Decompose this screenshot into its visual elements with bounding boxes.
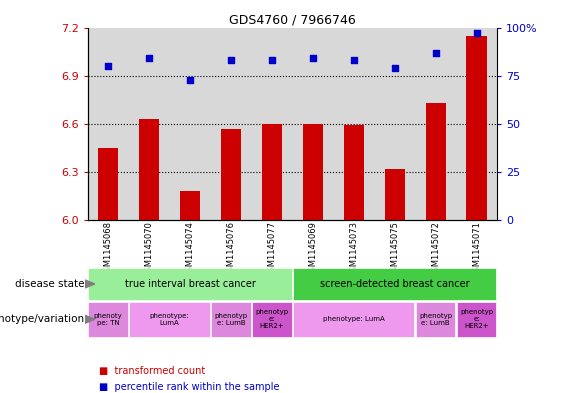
Bar [221, 129, 241, 220]
Point [227, 57, 236, 63]
Bar [293, 302, 415, 337]
Bar [211, 302, 251, 337]
Point [267, 57, 276, 63]
Bar [180, 191, 200, 220]
Bar [88, 268, 292, 299]
Text: genotype/variation: genotype/variation [0, 314, 85, 324]
Bar [211, 28, 251, 220]
Bar [262, 124, 282, 220]
Text: phenoty
pe: TN: phenoty pe: TN [94, 313, 123, 326]
Text: phenotype: LumA: phenotype: LumA [323, 316, 385, 322]
Bar [251, 28, 293, 220]
Bar [170, 28, 210, 220]
Bar [293, 28, 333, 220]
Text: ■  percentile rank within the sample: ■ percentile rank within the sample [99, 382, 279, 392]
Bar [374, 28, 415, 220]
Text: phenotyp
e: LumB: phenotyp e: LumB [214, 313, 247, 326]
Bar [457, 28, 497, 220]
Bar [303, 124, 323, 220]
Bar [129, 28, 170, 220]
Bar [98, 148, 118, 220]
Point [431, 50, 440, 56]
Polygon shape [85, 315, 95, 323]
Bar [457, 302, 497, 337]
Text: phenotyp
e:
HER2+: phenotyp e: HER2+ [255, 309, 289, 329]
Text: phenotype:
LumA: phenotype: LumA [150, 313, 189, 326]
Bar [88, 28, 129, 220]
Bar [385, 169, 405, 220]
Text: screen-detected breast cancer: screen-detected breast cancer [320, 279, 470, 289]
Point [103, 63, 112, 69]
Text: phenotyp
e: LumB: phenotyp e: LumB [419, 313, 453, 326]
Bar [129, 302, 210, 337]
Bar [416, 302, 455, 337]
Bar [415, 28, 457, 220]
Text: true interval breast cancer: true interval breast cancer [124, 279, 255, 289]
Text: disease state: disease state [15, 279, 85, 289]
Bar [88, 302, 128, 337]
Point [308, 55, 318, 61]
Polygon shape [85, 280, 95, 288]
Text: phenotyp
e:
HER2+: phenotyp e: HER2+ [460, 309, 493, 329]
Point [390, 65, 399, 71]
Bar [139, 119, 159, 220]
Bar [252, 302, 292, 337]
Point [349, 57, 358, 63]
Bar [425, 103, 446, 220]
Point [185, 76, 194, 83]
Bar [344, 125, 364, 220]
Bar [467, 35, 487, 220]
Text: ■  transformed count: ■ transformed count [99, 366, 205, 376]
Bar [293, 268, 497, 299]
Point [472, 30, 481, 37]
Point [145, 55, 154, 61]
Bar [333, 28, 374, 220]
Title: GDS4760 / 7966746: GDS4760 / 7966746 [229, 13, 356, 26]
